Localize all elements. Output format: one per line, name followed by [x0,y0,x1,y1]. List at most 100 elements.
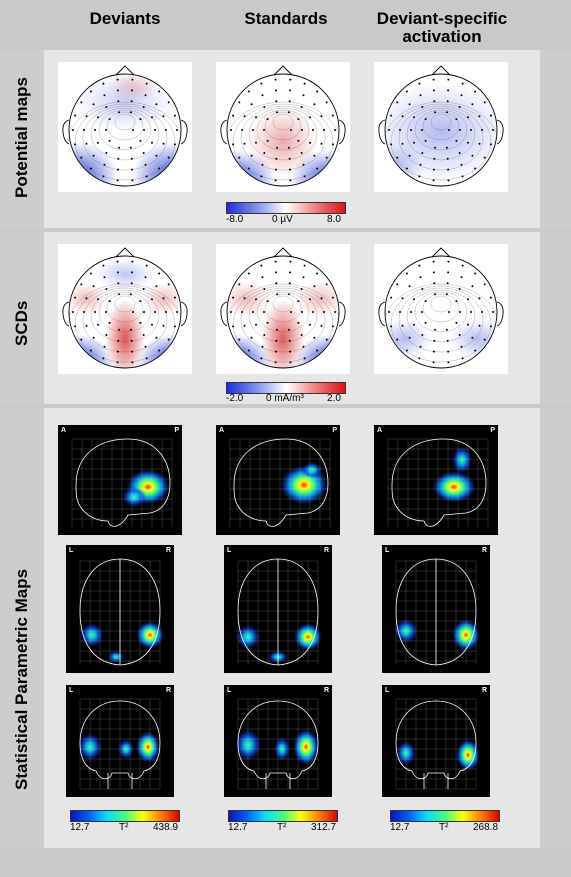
electrode-dot [461,82,464,85]
electrode-dot [72,129,74,131]
electrode-dot [405,90,408,93]
electrode-dot [455,300,458,303]
electrode-dot [460,276,463,279]
electrode-dot [158,349,161,352]
electrode-dot [287,328,290,331]
electrode-dot [288,100,291,103]
electrode-dot [102,264,105,267]
electrode-dot [92,103,95,106]
electrode-dot [89,272,92,275]
electrode-dot [396,156,399,159]
electrode-dot [247,272,250,275]
electrode-dot [467,323,469,326]
electrode-dot [445,293,448,296]
electrode-dot [117,100,120,103]
electrode-dot [467,116,469,119]
electrode-dot [232,325,235,328]
electrode-dot [325,101,328,104]
electrode-dot [158,167,161,170]
electrode-dot [447,350,450,353]
potential-colorbar [226,202,346,214]
electrode-dot [331,114,334,117]
electrode-dot [474,272,477,275]
contour-line [227,101,339,186]
electrode-dot [108,321,111,324]
electrode-dot [105,334,108,336]
spm-corner-r: R [481,547,487,554]
electrode-dot [471,285,474,288]
grid [387,438,489,527]
electrode-dot [396,338,399,341]
electrode-dot [162,115,165,118]
electrode-dot [238,338,241,341]
electrode-dot [158,90,161,93]
electrode-dot [94,129,96,131]
spm-colorbar-deviant-specific-unit: T² [439,822,449,833]
electrode-dot [313,336,316,339]
electrode-dot [390,114,393,117]
electrode-dot [410,129,412,131]
brain-outline-sagittal [391,438,487,527]
potential-map-standards [216,62,350,192]
contour-line [385,101,497,186]
negative-region [385,82,497,182]
electrode-dot [290,129,292,131]
electrode-dot [432,271,435,274]
electrode-dot [108,300,111,303]
spm-colorbar-deviants-unit: T² [119,822,129,833]
potential-colorbar-min: -8.0 [226,214,244,225]
spm-colorbar-deviants [70,810,180,822]
electrode-dot [399,129,401,131]
electrode-dot [297,300,300,303]
electrode-dot [173,325,176,328]
electrode-dot [470,311,472,313]
electrode-dot [408,285,411,288]
electrode-dot [447,168,450,171]
electrode-dot [144,345,147,348]
electrode-dot [276,328,279,331]
electrode-dot [132,311,134,313]
negative-region [450,319,497,359]
row-label-potential-maps: Potential maps [12,77,31,198]
contour-line [248,107,318,161]
electrode-dot [401,324,404,327]
electrode-dot [445,146,448,149]
head-outline [226,73,340,187]
electrode-dot [447,271,450,274]
electrode-dot [418,175,421,178]
electrode-dot [323,129,325,131]
electrode-dot [97,298,99,301]
positive-region [105,299,145,368]
electrode-dot [303,82,306,85]
spm-corner-l: L [385,547,390,554]
electrode-dot [274,179,277,182]
contour-line [256,109,310,151]
electrode-dot [263,129,265,131]
electrode-dot [316,167,319,170]
electrode-dot [143,129,145,131]
electrode-dot [80,338,83,341]
electrode-dot [85,297,88,300]
electrode-dot [139,300,142,303]
ear-outline-left [378,301,386,327]
electrode-dot [331,296,334,299]
spm-corner-a: A [219,427,225,434]
electrode-dot [289,168,292,171]
electrode-dot [424,300,427,303]
electrode-dot [261,276,264,279]
ear-outline-right [180,119,188,145]
electrode-dot [419,345,422,348]
electrode-dot [301,129,303,131]
contour-line [390,285,492,363]
electrode-dot [313,103,316,106]
electrode-dot [74,143,77,146]
contour-line [422,111,460,141]
electrode-dot [455,321,458,324]
electrode-dot [297,118,300,121]
ear-outline-left [220,119,228,145]
electrode-dot [421,129,423,131]
electrode-dot [92,336,95,339]
electrode-dot [255,116,257,119]
electrode-dot [331,143,334,146]
